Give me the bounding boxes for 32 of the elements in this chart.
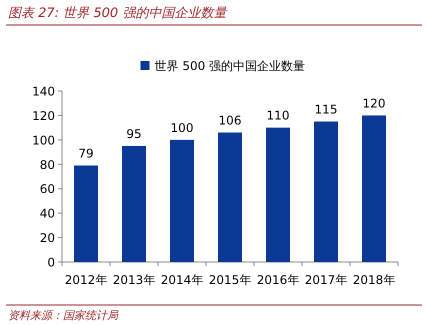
data-label: 106 <box>218 114 242 128</box>
y-tick-label: 120 <box>32 108 55 123</box>
bar <box>362 115 386 262</box>
data-label: 120 <box>362 96 386 110</box>
y-tick-label: 0 <box>47 256 55 270</box>
y-tick-label: 60 <box>40 182 55 196</box>
y-tick-label: 40 <box>40 206 55 221</box>
bar <box>266 128 290 262</box>
text: 资料来源：国家统计局 <box>8 309 119 322</box>
y-tick-label: 80 <box>40 158 55 172</box>
x-tick-label: 2018年 <box>352 273 396 287</box>
x-tick-label: 2015年 <box>208 273 252 287</box>
bar <box>314 122 338 262</box>
x-tick-label: 2017年 <box>304 273 348 287</box>
y-tick-label: 20 <box>40 231 55 246</box>
x-tick-label: 2014年 <box>160 273 204 287</box>
data-label: 79 <box>78 146 94 161</box>
x-tick-label: 2013年 <box>112 273 156 287</box>
y-tick-label: 140 <box>32 84 55 98</box>
bar <box>218 132 242 262</box>
y-tick-label: 100 <box>32 133 55 148</box>
data-label: 115 <box>314 102 338 117</box>
data-label: 95 <box>126 126 142 141</box>
x-tick-label: 2012年 <box>64 273 108 287</box>
bar <box>74 166 98 262</box>
bar <box>122 146 146 262</box>
bar <box>170 140 194 262</box>
chart-title: 图表 27: 世界 500 强的中国企业数量 <box>8 6 228 21</box>
x-tick-label: 2016年 <box>256 273 300 287</box>
data-label: 100 <box>170 120 194 135</box>
legend: 世界 500 强的中国企业数量 <box>140 59 306 73</box>
data-label: 110 <box>266 108 290 123</box>
